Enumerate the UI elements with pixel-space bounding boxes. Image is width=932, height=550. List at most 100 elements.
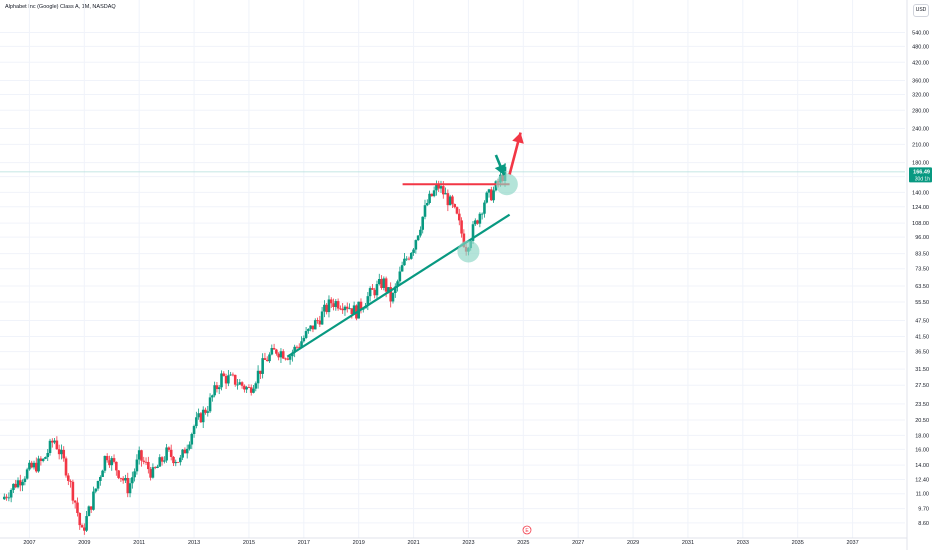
y-tick-label: 540.00 [912,30,929,36]
candle [44,456,47,460]
candle-body [140,450,143,461]
candle-body [183,449,187,454]
candle [128,477,132,498]
y-tick-label: 55.50 [915,300,929,306]
y-tick-label: 36.50 [915,350,929,356]
candle-body [57,449,61,455]
candle-body [249,387,253,393]
candle [131,471,134,489]
y-tick-label: 8.60 [918,521,929,527]
y-tick-label: 31.50 [915,367,929,373]
candle-body [94,488,98,492]
candle [215,381,219,393]
candle [78,512,82,530]
candle [272,343,276,350]
candle-body [416,235,420,241]
candle [213,381,216,398]
candle [435,180,438,196]
candle-body [131,477,134,484]
candle-body [407,258,411,260]
candle [199,411,203,423]
candle [373,287,376,299]
candle-body [174,461,178,464]
candle-body [448,196,452,206]
candle [140,449,143,467]
candle [37,455,40,473]
candle [80,523,84,528]
candle-body [423,205,427,217]
candle [279,348,283,364]
candle [265,356,269,362]
x-tick-label: 2021 [407,540,419,546]
candle [25,467,29,480]
candle [14,479,18,489]
candle-body [293,346,296,353]
candle [430,193,434,197]
candle-body [23,478,27,482]
x-tick-label: 2019 [353,540,365,546]
candle [480,212,484,220]
candle-body [300,341,303,348]
candle [391,291,395,304]
candle [71,479,75,505]
candle [30,460,34,469]
candle-body [165,447,168,461]
candle [147,456,150,474]
x-tick-label: 2011 [133,540,145,546]
x-tick-label: 2007 [23,540,35,546]
candle-body [421,216,425,230]
candle [329,297,333,309]
candle [318,315,322,328]
candle [245,385,248,393]
candle-body [55,440,59,450]
candle [375,280,379,300]
candle-body [172,456,175,464]
candle-body [115,461,118,471]
candle [55,436,59,450]
candle-body [437,184,441,189]
candle [412,247,415,256]
candle [21,479,24,492]
candle-body [34,462,38,472]
candle-body [405,258,409,260]
candle [323,300,326,318]
candle [28,460,31,471]
candle-body [295,346,299,348]
candle-body [211,395,214,398]
candle [487,188,491,198]
candle-body [329,299,333,304]
candle-body [457,213,461,221]
candle [169,444,173,461]
candle-body [387,287,390,292]
candle-body [460,220,463,234]
candle [243,384,246,393]
earnings-marker-label: E [525,528,529,534]
candle-body [76,502,79,514]
candle-body [490,189,493,201]
candle-body [240,382,244,386]
candle [110,456,114,471]
candle [121,476,125,484]
candle [313,318,317,330]
candle-body [156,466,159,468]
y-tick-label: 18.00 [915,433,929,439]
candle [62,446,66,462]
candle-body [18,480,22,486]
candle-body [476,220,479,224]
candle [206,405,210,417]
y-tick-label: 27.50 [915,383,929,389]
candle [197,408,200,420]
candle-body [51,440,54,443]
currency-button[interactable]: USD [913,4,929,17]
candle-body [350,308,354,314]
candle-body [206,411,210,413]
candle-body [231,374,235,376]
candle [94,488,98,494]
candle-body [259,370,262,374]
candle-body [243,385,246,390]
candle-body [455,207,459,214]
candle [268,352,271,363]
candle-body [336,301,340,309]
candle [99,475,102,486]
